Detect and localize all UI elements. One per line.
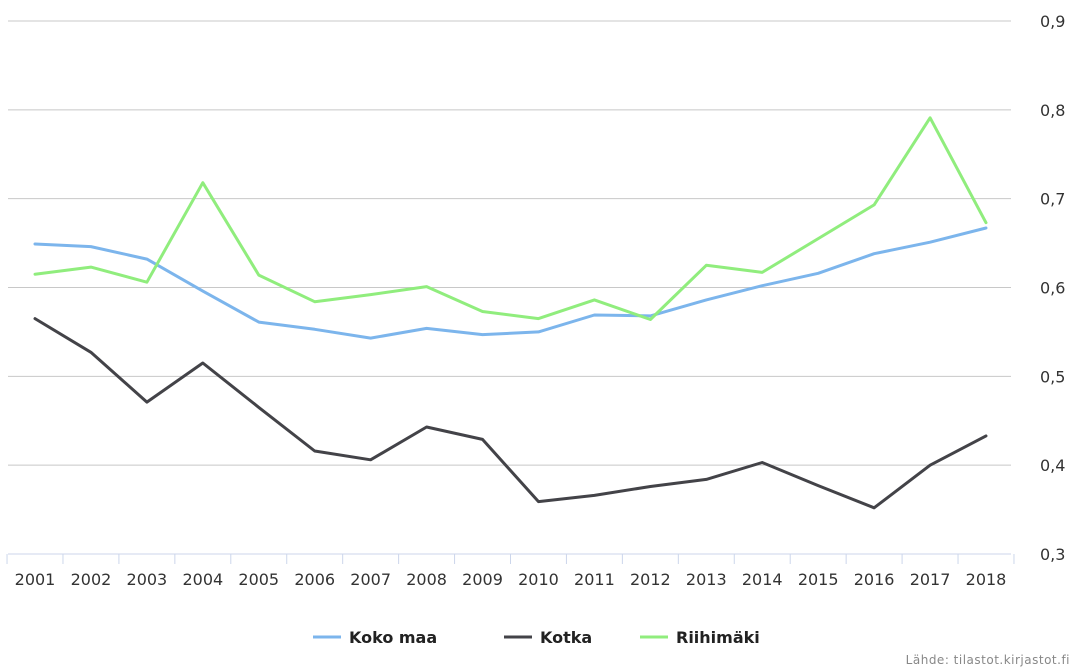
legend-item[interactable]: Koko maa	[313, 628, 437, 647]
y-tick-label: 0,7	[1040, 190, 1065, 209]
y-tick-label: 0,6	[1040, 279, 1065, 298]
y-axis: 0,3 0,4 0,5 0,6 0,7 0,8 0,9	[1040, 12, 1065, 564]
source-credit: Lähde: tilastot.kirjastot.fi	[906, 653, 1070, 667]
y-tick-label: 0,3	[1040, 545, 1065, 564]
series-line-2	[33, 317, 988, 510]
x-tick-label: 2006	[294, 570, 335, 589]
y-tick-label: 0,4	[1040, 456, 1065, 475]
series-lines	[33, 116, 988, 510]
x-tick-label: 2002	[71, 570, 112, 589]
y-tick-label: 0,5	[1040, 367, 1065, 386]
x-tick-label: 2010	[518, 570, 559, 589]
x-tick-label: 2003	[127, 570, 168, 589]
legend-label: Riihimäki	[676, 628, 760, 647]
x-tick-label: 2016	[854, 570, 895, 589]
legend-item[interactable]: Kotka	[504, 628, 592, 647]
x-tick-label: 2008	[406, 570, 447, 589]
series-line-1	[33, 226, 988, 340]
x-tick-label: 2012	[630, 570, 671, 589]
x-tick-label: 2017	[910, 570, 951, 589]
x-axis: 2001 2002 2003 2004 2005 2006 2007 2008 2009 2010…	[6, 554, 1015, 589]
legend-item[interactable]: Riihimäki	[640, 628, 760, 647]
y-tick-label: 0,9	[1040, 12, 1065, 31]
x-tick-label: 2004	[182, 570, 223, 589]
legend: Koko maa Kotka Riihimäki	[313, 628, 760, 647]
x-tick-label: 2009	[462, 570, 503, 589]
grid-lines	[8, 20, 1011, 555]
x-tick-label: 2018	[966, 570, 1007, 589]
legend-label: Koko maa	[349, 628, 437, 647]
legend-label: Kotka	[540, 628, 592, 647]
x-tick-label: 2007	[350, 570, 391, 589]
x-tick-label: 2014	[742, 570, 783, 589]
x-tick-label: 2015	[798, 570, 839, 589]
x-tick-label: 2013	[686, 570, 727, 589]
x-tick-label: 2001	[15, 570, 56, 589]
x-tick-label: 2011	[574, 570, 615, 589]
series-line-3	[33, 116, 988, 321]
y-tick-label: 0,8	[1040, 101, 1065, 120]
x-tick-label: 2005	[238, 570, 279, 589]
